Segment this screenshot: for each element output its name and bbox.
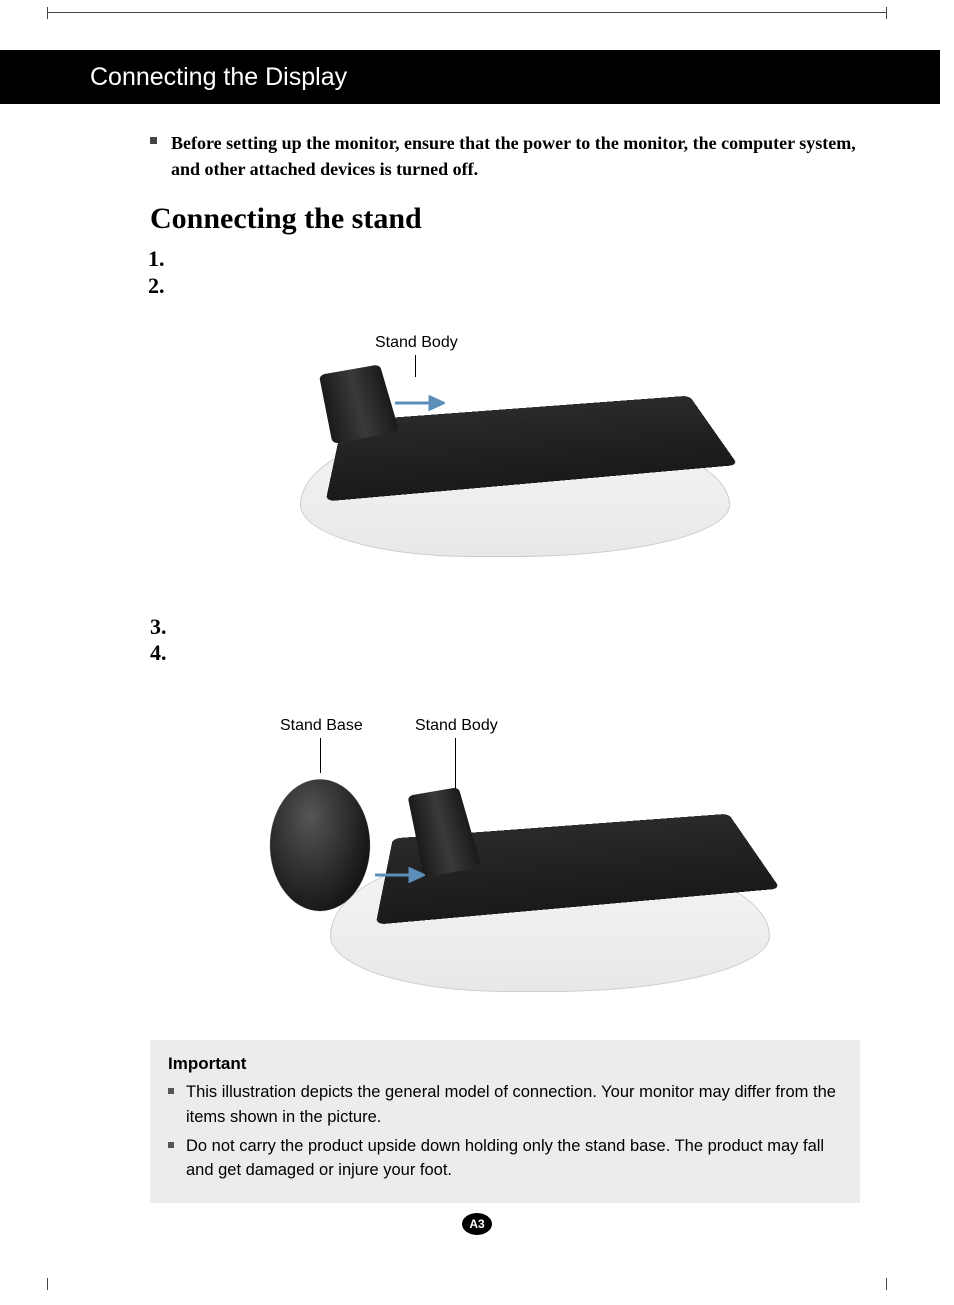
step-1-number: 1. xyxy=(148,246,860,272)
step-4-number: 4. xyxy=(150,640,860,666)
warning-text: Before setting up the monitor, ensure th… xyxy=(171,130,860,182)
bullet-icon xyxy=(168,1088,174,1094)
step-2-number: 2. xyxy=(148,273,860,299)
bullet-icon xyxy=(150,137,157,144)
figure2-label-standbase: Stand Base xyxy=(280,717,363,735)
content-area: Before setting up the monitor, ensure th… xyxy=(150,130,860,1002)
steps-group-1: 1. 2. xyxy=(148,246,860,299)
step-3-number: 3. xyxy=(150,614,860,640)
important-item-1: This illustration depicts the general mo… xyxy=(168,1080,842,1130)
arrow-icon xyxy=(395,395,445,411)
arrow-icon-2 xyxy=(375,867,425,883)
figure2-illustration xyxy=(260,752,770,992)
figure-2: Stand Base Stand Body xyxy=(260,722,770,1002)
manual-page: Connecting the Display Before setting up… xyxy=(0,0,954,1305)
important-text-2: Do not carry the product upside down hol… xyxy=(186,1134,842,1184)
figure1-illustration xyxy=(280,357,740,557)
figure2-label-standbody: Stand Body xyxy=(415,717,498,735)
figure-1: Stand Body xyxy=(280,339,740,564)
steps-group-2: 3. 4. xyxy=(150,614,860,667)
crop-mark-top xyxy=(47,12,887,13)
important-text-1: This illustration depicts the general mo… xyxy=(186,1080,842,1130)
page-number-badge: A3 xyxy=(462,1213,492,1235)
warning-note: Before setting up the monitor, ensure th… xyxy=(150,130,860,182)
important-title: Important xyxy=(168,1054,842,1074)
bullet-icon xyxy=(168,1142,174,1148)
important-note-box: Important This illustration depicts the … xyxy=(150,1040,860,1203)
crop-mark-bottom xyxy=(47,1284,887,1285)
figure1-label-standbody: Stand Body xyxy=(375,334,458,352)
subsection-title: Connecting the stand xyxy=(150,202,860,236)
important-item-2: Do not carry the product upside down hol… xyxy=(168,1134,842,1184)
section-header-bar: Connecting the Display xyxy=(0,50,940,104)
section-header-title: Connecting the Display xyxy=(90,63,347,92)
stand-body-part xyxy=(319,364,399,444)
